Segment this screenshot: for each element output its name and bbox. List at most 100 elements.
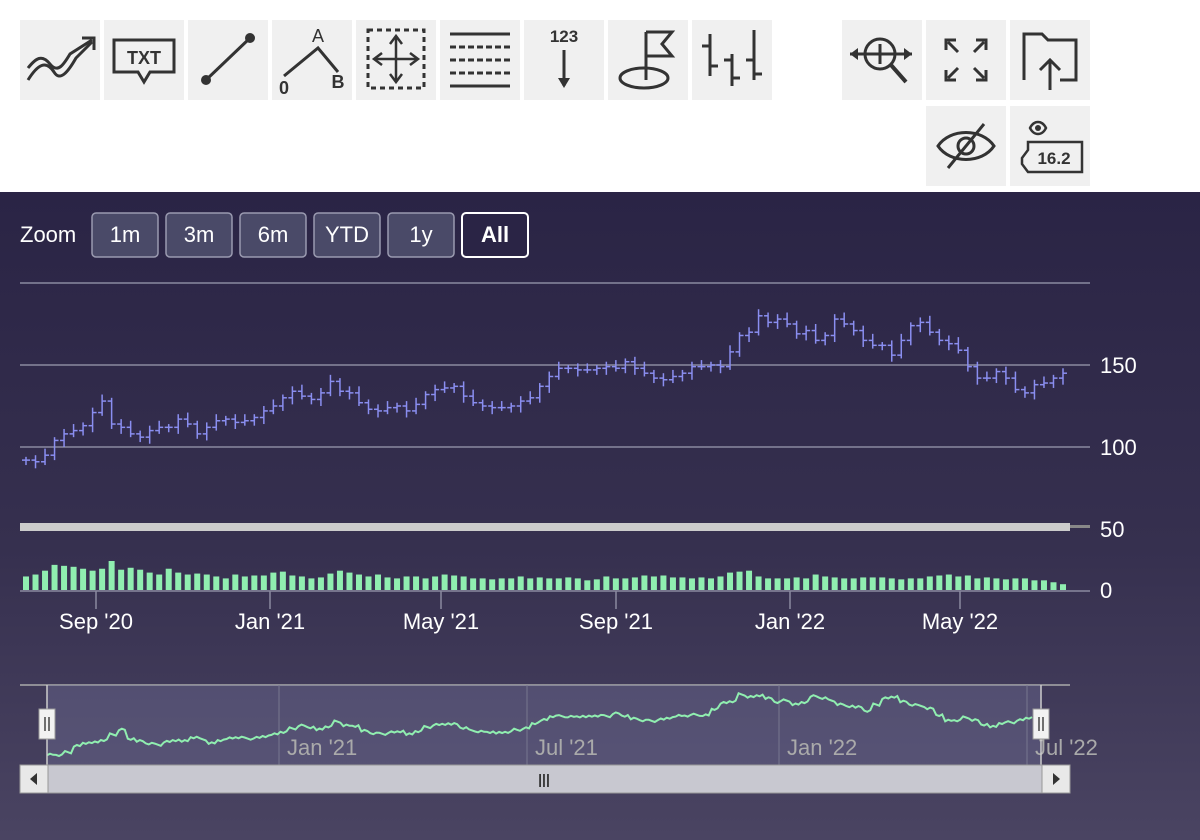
volume-bar [289, 575, 296, 590]
volume-bar [175, 572, 182, 590]
volume-bar [755, 576, 762, 590]
volume-bar [394, 578, 401, 590]
x-tick-label: May '22 [922, 609, 998, 634]
x-tick-label: Sep '21 [579, 609, 653, 634]
scrollbar[interactable]: ||| [19, 764, 1071, 794]
flag-icon [618, 30, 676, 90]
ohlc-bar [735, 332, 744, 357]
volume-bar [89, 570, 96, 590]
volume-bar [841, 578, 848, 590]
volume-bar [1031, 580, 1038, 590]
ohlc-bar [431, 384, 440, 402]
volume-bar [698, 577, 705, 590]
navigator-handle-left[interactable] [38, 708, 56, 740]
ohlc-bar [269, 399, 278, 415]
x-tick-label: Sep '20 [59, 609, 133, 634]
toggle-annotations-button[interactable] [926, 106, 1006, 186]
ohlc-bar [183, 412, 192, 428]
flag-button[interactable] [608, 20, 688, 100]
ohlc-bar [916, 317, 925, 333]
navigator-tick-label: Jan '22 [787, 735, 857, 760]
ohlc-bar [1039, 376, 1048, 388]
scrollbar-grip[interactable]: ||| [538, 771, 550, 787]
volume-bar [479, 578, 486, 590]
scrollbar-thumb[interactable] [47, 764, 1043, 794]
range-button-1m[interactable]: 1m [91, 212, 159, 258]
y-tick-label: 100 [1100, 435, 1137, 460]
volume-bar [327, 573, 334, 590]
volume-bar [888, 578, 895, 590]
volume-bar [650, 576, 657, 590]
volume-bar [127, 567, 134, 590]
fibonacci-button[interactable] [440, 20, 520, 100]
scrollbar-right-arrow[interactable] [1041, 764, 1071, 794]
ohlc-bar [678, 369, 687, 382]
current-price-indicator-button[interactable]: 16.2 [1010, 106, 1090, 186]
navigator-handle-right[interactable] [1032, 708, 1050, 740]
volume-bar [298, 576, 305, 590]
volume-bar [165, 568, 172, 590]
measure-button[interactable] [356, 20, 436, 100]
volume-bar [983, 577, 990, 590]
ohlc-bar [545, 371, 554, 393]
scrollbar-left-arrow[interactable] [19, 764, 49, 794]
text-annotation-label: TXT [127, 48, 161, 68]
range-button-3m[interactable]: 3m [165, 212, 233, 258]
ohlc-bar [193, 420, 202, 439]
ohlc-series[interactable] [22, 309, 1067, 469]
volume-bar [355, 574, 362, 590]
range-button-ytd[interactable]: YTD [313, 212, 381, 258]
save-chart-button[interactable] [1010, 20, 1090, 100]
ohlc-bar [897, 333, 906, 359]
stock-chart[interactable]: Zoom 1m 3m 6m YTD 1y All 150 100 50 0 Sep '20 Jan… [0, 192, 1200, 840]
volume-bar [669, 577, 676, 590]
range-button-1y[interactable]: 1y [387, 212, 455, 258]
ohlc-bar [935, 328, 944, 346]
volume-bar [593, 579, 600, 590]
line-segment-button[interactable] [188, 20, 268, 100]
ohlc-bar [117, 419, 126, 434]
elliott-wave-button[interactable]: A 0 B [272, 20, 352, 100]
volume-bar [907, 578, 914, 590]
volume-bar [99, 568, 106, 590]
ohlc-bar [649, 369, 658, 384]
range-button-6m[interactable]: 6m [239, 212, 307, 258]
volume-bar [1021, 578, 1028, 590]
volume-bar [803, 578, 810, 590]
y-tick-label: 50 [1100, 517, 1124, 542]
volume-series[interactable] [23, 561, 1066, 590]
type-change-button[interactable] [692, 20, 772, 100]
indicators-icon [26, 36, 96, 81]
fullscreen-button[interactable] [926, 20, 1006, 100]
volume-bar [746, 570, 753, 590]
range-button-all[interactable]: All [461, 212, 529, 258]
volume-bar [784, 578, 791, 590]
volume-bar [631, 577, 638, 590]
volume-bar [945, 574, 952, 590]
volume-bar [413, 576, 420, 590]
volume-bar [727, 572, 734, 590]
vertical-counter-button[interactable]: 123 [524, 20, 604, 100]
ohlc-bar [821, 332, 830, 346]
ohlc-bar [1011, 371, 1020, 393]
ohlc-bar [202, 422, 211, 441]
volume-bar [108, 561, 115, 590]
volume-bar [213, 576, 220, 590]
ohlc-bar [611, 360, 620, 372]
volume-bar [641, 575, 648, 590]
range-button-label: 3m [184, 222, 215, 247]
ohlc-bar [478, 399, 487, 411]
navigator[interactable]: Jan '21 Jul '21 Jan '22 Jul '22 [20, 684, 1098, 765]
ohlc-bar [50, 437, 59, 461]
zoom-change-button[interactable] [842, 20, 922, 100]
indicators-button[interactable] [20, 20, 100, 100]
volume-bar [736, 571, 743, 590]
ohlc-bar [982, 371, 991, 382]
volume-bar [898, 579, 905, 590]
save-chart-icon [1022, 32, 1078, 90]
ohlc-bar [488, 401, 497, 415]
ohlc-bar [954, 337, 963, 354]
fibonacci-icon [450, 32, 510, 88]
text-annotation-button[interactable]: TXT [104, 20, 184, 100]
range-button-label: 1y [409, 222, 432, 247]
